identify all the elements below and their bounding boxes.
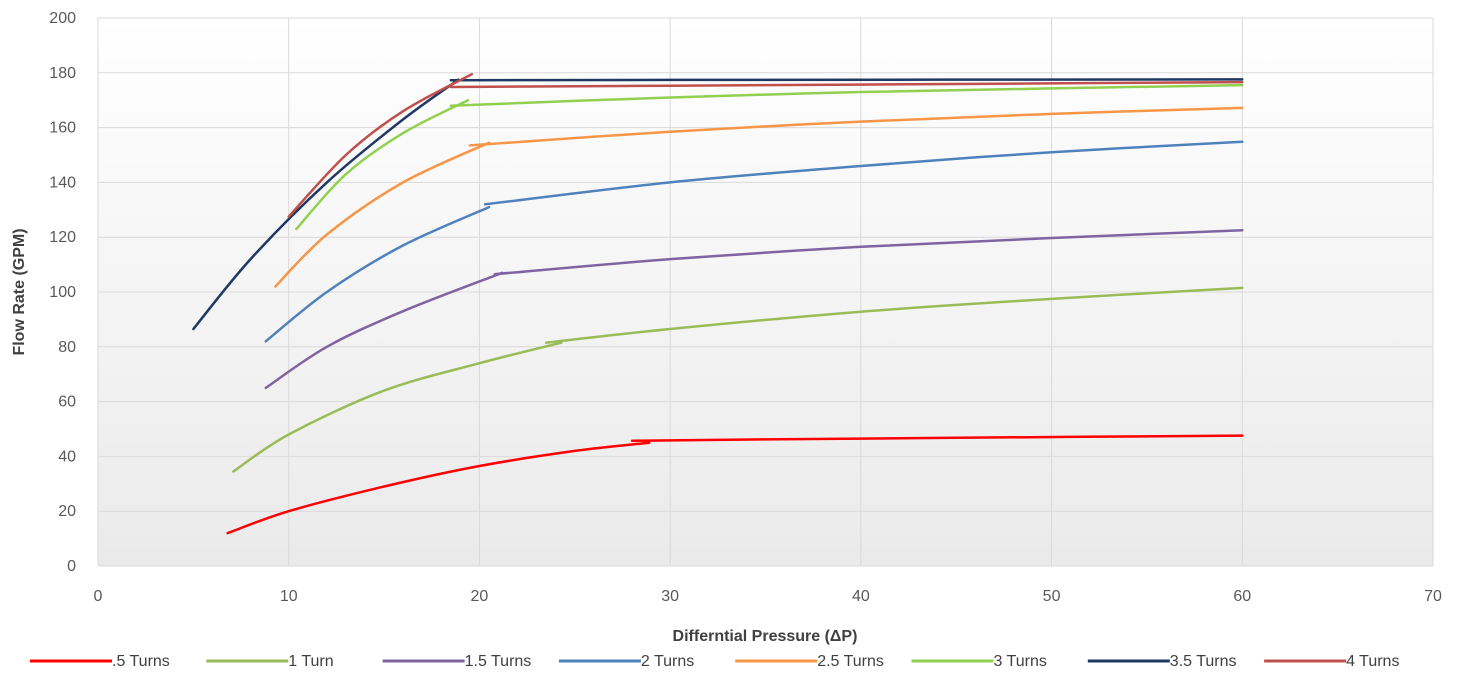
- series-line: [226, 441, 651, 535]
- series-line: [483, 140, 1244, 206]
- series-3: [264, 229, 1244, 390]
- legend-label: 2 Turns: [641, 653, 694, 670]
- x-tick-label: 70: [1424, 588, 1442, 605]
- y-axis-title: Flow Rate (GPM): [11, 228, 28, 355]
- series-line: [449, 83, 1244, 107]
- series-line: [449, 78, 1244, 82]
- y-tick-label: 40: [58, 448, 76, 465]
- y-tick-label: 180: [49, 65, 76, 82]
- series-4: [264, 140, 1244, 343]
- legend-item: 1 Turn: [206, 653, 334, 670]
- legend-label: 3 Turns: [994, 653, 1047, 670]
- series-2: [232, 286, 1244, 473]
- legend-item: 2.5 Turns: [735, 653, 884, 670]
- series-line: [274, 141, 491, 288]
- y-tick-label: 60: [58, 394, 76, 411]
- series-line: [287, 72, 474, 218]
- y-tick-label: 160: [49, 120, 76, 137]
- x-tick-labels: 0 10 20 30 40 50 60 70: [94, 588, 1442, 605]
- x-tick-label: 0: [94, 588, 103, 605]
- y-tick-label: 120: [49, 229, 76, 246]
- y-tick-label: 100: [49, 284, 76, 301]
- series-8: [287, 72, 1244, 218]
- legend-item: 3 Turns: [911, 653, 1047, 670]
- series-line: [192, 78, 460, 331]
- y-tick-label: 140: [49, 174, 76, 191]
- series-6: [295, 83, 1244, 231]
- series-group: [192, 72, 1244, 535]
- series-line: [493, 229, 1244, 276]
- legend-label: 1.5 Turns: [465, 653, 532, 670]
- series-7: [192, 78, 1244, 331]
- series-5: [274, 106, 1244, 288]
- x-tick-label: 30: [661, 588, 679, 605]
- series-line: [630, 434, 1244, 443]
- series-line: [468, 106, 1244, 147]
- series-line: [544, 286, 1244, 344]
- y-tick-label: 20: [58, 503, 76, 520]
- series-1: [226, 434, 1244, 535]
- series-line: [232, 341, 563, 473]
- legend: .5 Turns 1 Turn 1.5 Turns 2 Turns 2.5 Turns 3…: [30, 653, 1399, 670]
- x-tick-label: 20: [471, 588, 489, 605]
- y-tick-label: 200: [49, 10, 76, 27]
- y-tick-labels: 0 20 40 60 80 100 120 140 160 180 200: [49, 10, 76, 575]
- series-line: [449, 80, 1244, 89]
- x-tick-label: 40: [852, 588, 870, 605]
- legend-item: 2 Turns: [558, 653, 694, 670]
- legend-label: 1 Turn: [288, 653, 333, 670]
- x-tick-label: 50: [1043, 588, 1061, 605]
- series-line: [295, 98, 470, 231]
- x-axis-title: Differntial Pressure (ΔP): [673, 628, 858, 645]
- legend-item: .5 Turns: [30, 653, 170, 670]
- legend-label: 2.5 Turns: [817, 653, 884, 670]
- series-line: [264, 205, 491, 343]
- legend-item: 4 Turns: [1264, 653, 1399, 670]
- y-tick-label: 80: [58, 339, 76, 356]
- legend-label: .5 Turns: [112, 653, 170, 670]
- legend-label: 3.5 Turns: [1170, 653, 1237, 670]
- legend-label: 4 Turns: [1346, 653, 1399, 670]
- legend-item: 3.5 Turns: [1087, 653, 1237, 670]
- x-tick-label: 60: [1233, 588, 1251, 605]
- x-tick-label: 10: [280, 588, 298, 605]
- legend-item: 1.5 Turns: [382, 653, 532, 670]
- y-tick-label: 0: [67, 558, 76, 575]
- series-line: [264, 271, 504, 390]
